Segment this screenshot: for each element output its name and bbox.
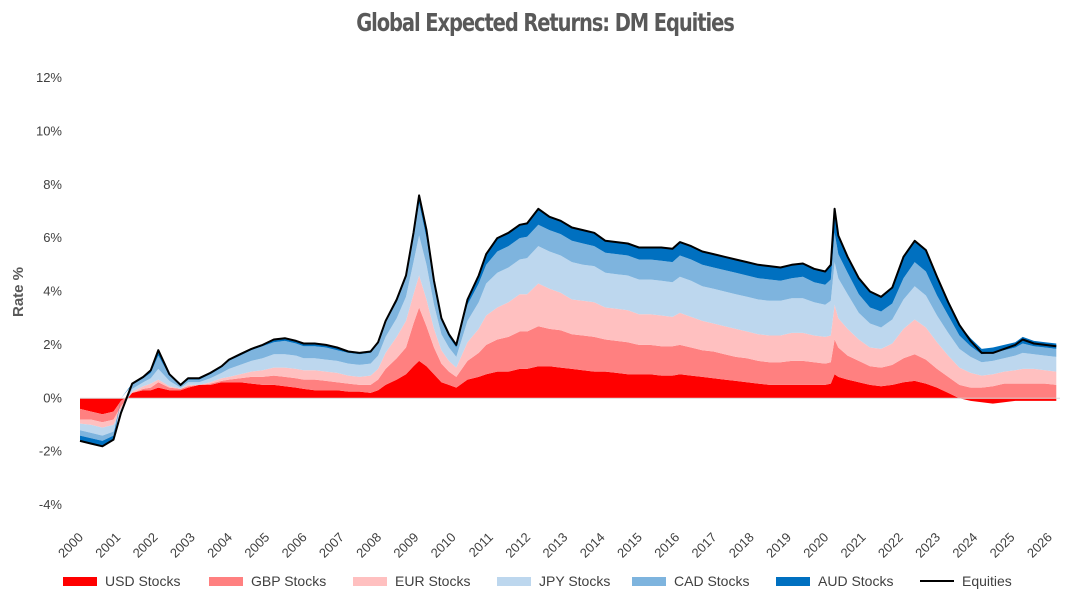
y-tick-label: 0% (43, 390, 62, 405)
x-tick-label: 2019 (763, 530, 794, 561)
x-tick-label: 2018 (726, 530, 757, 561)
x-tick-label: 2003 (167, 530, 198, 561)
legend-label: GBP Stocks (251, 573, 327, 589)
y-axis: -4% -2% 0% 2% 4% 6% 8% 10% 12% (36, 70, 62, 512)
x-tick-label: 2007 (316, 530, 347, 561)
y-tick-label: -2% (39, 444, 63, 459)
legend-item-usd-stocks: USD Stocks (63, 571, 180, 591)
area-usd-stocks (80, 360, 1057, 415)
legend-item-cad-stocks: CAD Stocks (632, 571, 749, 591)
x-tick-label: 2012 (502, 530, 533, 561)
equities-line-group (79, 194, 1057, 448)
x-axis: 2000 2001 2002 2003 2004 2005 2006 2007 2008 2009… (55, 530, 1055, 561)
x-tick-label: 2015 (614, 530, 645, 561)
x-tick-label: 2014 (577, 530, 608, 561)
legend-item-eur-stocks: EUR Stocks (353, 571, 470, 591)
legend-item-aud-stocks: AUD Stocks (776, 571, 893, 591)
chart-legend: USD Stocks GBP Stocks EUR Stocks JPY Stocks… (0, 571, 1090, 591)
x-tick-label: 2024 (949, 530, 980, 561)
legend-swatch (63, 576, 97, 586)
x-tick-label: 2009 (390, 530, 421, 561)
chart-title: Global Expected Returns: DM Equities (356, 8, 735, 37)
x-tick-label: 2022 (875, 530, 906, 561)
x-tick-label: 2011 (466, 530, 496, 560)
x-tick-label: 2004 (204, 530, 235, 561)
area-cad-stocks (80, 203, 1057, 441)
y-axis-label: Rate % (10, 267, 27, 317)
legend-item-jpy-stocks: JPY Stocks (497, 571, 610, 591)
legend-label: Equities (962, 573, 1012, 589)
y-tick-label: 10% (36, 123, 62, 138)
legend-swatch (776, 576, 810, 586)
area-jpy-stocks (80, 235, 1057, 436)
legend-swatch (353, 576, 387, 586)
y-tick-label: 8% (43, 177, 62, 192)
legend-swatch (920, 580, 954, 582)
x-tick-label: 2013 (539, 530, 570, 561)
chart-plot-area: -4%-2%0%2%4%6%8%10%12% 2000 2001 2002 2003 2… (10, 70, 1060, 561)
area-eur-stocks (80, 275, 1057, 428)
y-tick-label: -4% (39, 497, 63, 512)
legend-item-equities: Equities (920, 571, 1012, 591)
legend-swatch (497, 576, 531, 586)
x-tick-label: 2006 (279, 530, 310, 561)
legend-label: CAD Stocks (674, 573, 750, 589)
x-tick-label: 2017 (689, 530, 720, 561)
x-tick-label: 2000 (55, 530, 86, 561)
legend-label: EUR Stocks (395, 573, 471, 589)
y-tick-label: 4% (43, 284, 62, 299)
legend-swatch (209, 576, 243, 586)
x-tick-label: 2010 (428, 530, 459, 561)
legend-swatch (632, 576, 666, 586)
x-tick-label: 2005 (241, 530, 272, 561)
x-tick-label: 2025 (987, 530, 1018, 561)
legend-item-gbp-stocks: GBP Stocks (209, 571, 326, 591)
y-tick-label: 12% (36, 70, 62, 85)
x-tick-label: 2001 (92, 530, 123, 561)
x-tick-label: 2020 (800, 530, 831, 561)
y-tick-label: 2% (43, 337, 62, 352)
area-gbp-stocks (80, 307, 1057, 423)
legend-label: JPY Stocks (539, 573, 611, 589)
x-tick-label: 2016 (651, 530, 682, 561)
legend-label: AUD Stocks (818, 573, 894, 589)
y-tick-label: 6% (43, 230, 62, 245)
x-tick-label: 2023 (912, 530, 943, 561)
x-tick-label: 2021 (838, 530, 869, 561)
legend-label: USD Stocks (105, 573, 181, 589)
x-tick-label: 2008 (353, 530, 384, 561)
x-tick-label: 2002 (130, 530, 161, 561)
x-tick-label: 2026 (1024, 530, 1055, 561)
equities-line (79, 194, 1057, 448)
stacked-area-group (80, 195, 1057, 447)
